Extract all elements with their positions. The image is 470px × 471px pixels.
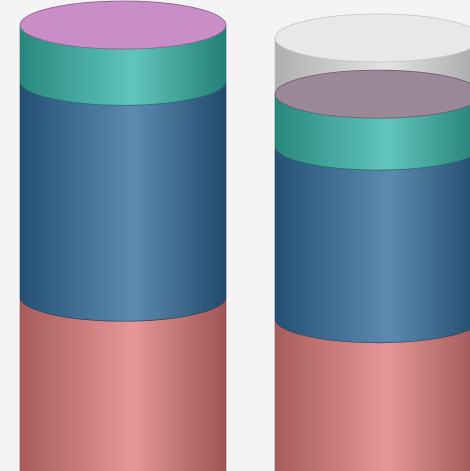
cylinder-1-top-cap (19, 0, 227, 50)
cylinder-2-segment-2 (274, 145, 470, 344)
cylinder-2-empty-rim (274, 13, 470, 63)
cylinder-1-segment-2 (19, 81, 227, 322)
cylinder-1-segment-1 (19, 297, 227, 471)
cylinder-2-top-cap (274, 69, 470, 119)
